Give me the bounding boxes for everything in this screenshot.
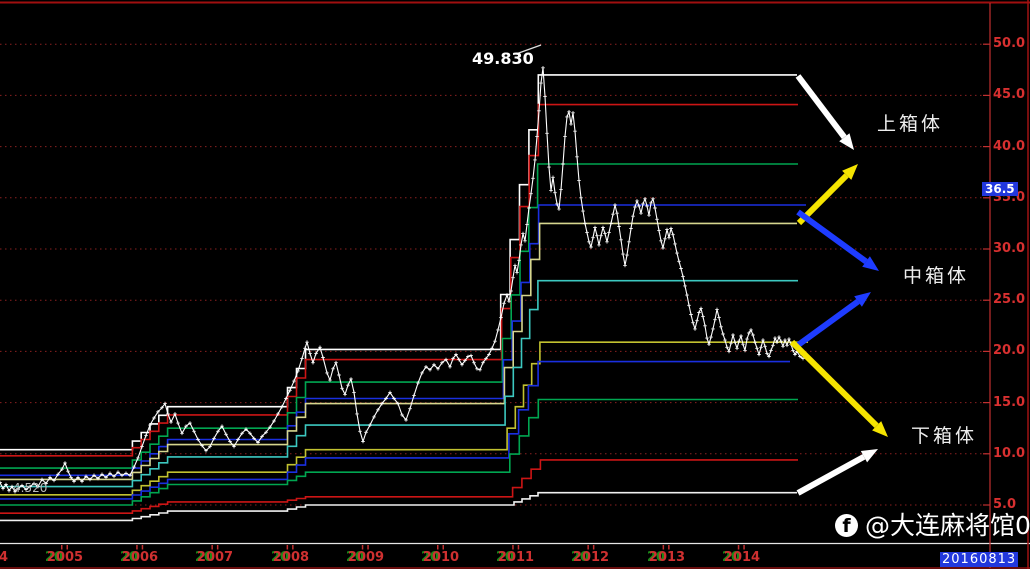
box-line-lower-box-blue bbox=[0, 360, 790, 500]
box-line-middle-box-cyan bbox=[0, 279, 798, 488]
peak-callout-line bbox=[515, 44, 542, 55]
box-line-lower-box-yellow bbox=[0, 341, 808, 496]
lower-box-arrow-white-shaft bbox=[796, 454, 866, 496]
box-line-upper-box-red bbox=[0, 103, 798, 457]
middle-box-arrow-yellow-head bbox=[842, 164, 858, 180]
price-markers bbox=[0, 66, 805, 494]
box-line-middle-box-top bbox=[0, 204, 806, 477]
upper-box-arrow-white-shaft bbox=[795, 74, 847, 140]
box-line-lower-box-green bbox=[0, 398, 798, 506]
middle-box-arrow-blue-head bbox=[862, 256, 879, 271]
box-line-lower-box-bottom bbox=[0, 491, 797, 522]
lower-box-arrow-yellow-head bbox=[872, 421, 888, 437]
price-line bbox=[0, 67, 804, 493]
middle-box-arrow-blue-shaft bbox=[796, 209, 868, 265]
lower-box-arrow-blue-shaft bbox=[792, 298, 860, 351]
box-line-upper-box-top bbox=[0, 74, 797, 451]
lower-box-arrow-yellow-shaft bbox=[789, 339, 879, 428]
lower-box-arrow-blue-head bbox=[854, 292, 871, 307]
box-line-upper-box-green bbox=[0, 163, 798, 469]
upper-box-arrow-white-head bbox=[839, 133, 854, 150]
box-line-middle-box-khaki bbox=[0, 222, 797, 481]
lower-box-arrow-white-head bbox=[860, 449, 878, 463]
box-line-lower-box-red bbox=[0, 459, 798, 514]
